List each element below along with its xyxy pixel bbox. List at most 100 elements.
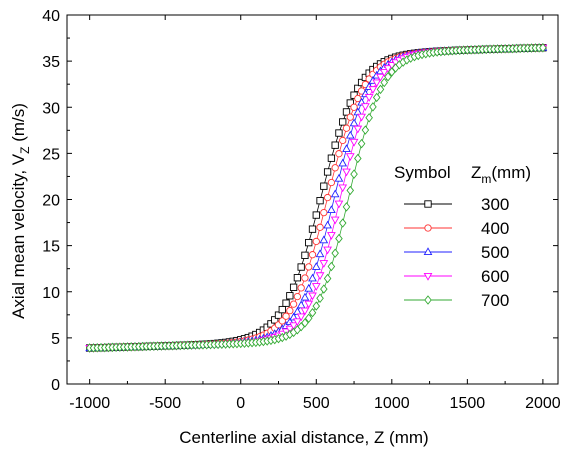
data-point xyxy=(345,153,355,162)
data-point xyxy=(327,232,336,240)
data-point xyxy=(320,182,328,190)
data-point xyxy=(289,322,298,331)
data-point xyxy=(304,283,314,292)
data-point xyxy=(369,102,377,112)
x-tick-label: -1000 xyxy=(69,395,110,412)
series-700 xyxy=(85,43,547,353)
data-point xyxy=(346,99,354,107)
y-axis-label: Axial mean velocity, VZ (m/s) xyxy=(9,103,32,319)
y-tick-label: 15 xyxy=(42,239,60,256)
data-point xyxy=(380,77,389,88)
x-tick-label: 500 xyxy=(303,395,330,412)
data-point xyxy=(361,125,370,135)
data-point xyxy=(267,320,275,328)
y-tick-label: 30 xyxy=(42,100,60,117)
data-point xyxy=(357,113,366,122)
data-point xyxy=(278,317,286,325)
data-point xyxy=(285,325,295,334)
data-point xyxy=(327,205,336,214)
x-tick-label: 2000 xyxy=(525,395,561,412)
legend-header-symbol: Symbol xyxy=(394,163,451,182)
data-point xyxy=(304,313,313,323)
data-point xyxy=(312,237,320,246)
data-point xyxy=(316,293,324,303)
data-point xyxy=(300,292,310,301)
data-point xyxy=(384,72,392,82)
y-tick-label: 10 xyxy=(42,285,60,302)
data-point xyxy=(342,108,351,116)
data-point xyxy=(311,262,321,270)
legend-marker xyxy=(424,295,432,305)
legend-item-400: 400 xyxy=(404,219,509,238)
data-point xyxy=(301,251,309,259)
legend-label: 500 xyxy=(481,243,509,262)
data-point xyxy=(376,73,385,82)
data-point xyxy=(308,292,317,301)
data-point xyxy=(296,313,306,322)
data-point xyxy=(342,124,351,132)
legend-label: 400 xyxy=(481,219,509,238)
legend-label: 600 xyxy=(481,267,509,286)
axes-layer: -1000 -500 0 500 1000 1500 2000 0 5 10 15 20 25 30 35 4… xyxy=(42,8,561,412)
data-point xyxy=(353,125,363,134)
data-point xyxy=(286,307,294,315)
data-point xyxy=(338,184,348,193)
legend: Symbol Zm(mm) 300 400 500 600 700 xyxy=(394,163,531,310)
data-point xyxy=(308,273,317,282)
data-point xyxy=(311,283,321,291)
data-point xyxy=(346,113,354,121)
data-point xyxy=(327,261,336,272)
data-point xyxy=(286,292,294,300)
legend-item-500: 500 xyxy=(404,243,509,262)
data-point xyxy=(289,312,298,321)
data-point xyxy=(338,218,347,228)
data-point xyxy=(308,251,317,259)
data-point xyxy=(323,246,332,255)
data-point xyxy=(354,94,362,103)
data-point xyxy=(301,318,309,328)
data-point xyxy=(368,86,378,94)
data-point xyxy=(305,238,313,247)
legend-label: 300 xyxy=(481,195,509,214)
data-point xyxy=(338,158,348,167)
y-tick-label: 0 xyxy=(51,377,60,394)
data-point xyxy=(323,193,332,202)
data-point xyxy=(330,216,340,225)
legend-marker xyxy=(423,272,433,281)
data-point xyxy=(312,211,320,219)
data-point xyxy=(296,300,306,309)
data-point xyxy=(365,113,373,123)
data-point xyxy=(334,173,344,182)
data-point xyxy=(315,272,325,281)
legend-label: 700 xyxy=(481,291,509,310)
data-point xyxy=(323,168,332,176)
y-tick-label: 35 xyxy=(42,54,60,71)
data-point xyxy=(308,307,317,318)
data-point xyxy=(282,312,290,320)
data-point xyxy=(342,144,351,152)
data-point xyxy=(301,274,309,282)
data-point xyxy=(289,283,298,291)
data-point xyxy=(293,292,302,301)
data-point xyxy=(316,223,324,231)
data-point xyxy=(335,233,343,244)
data-point xyxy=(289,300,298,308)
data-point xyxy=(312,301,321,311)
data-point xyxy=(331,248,339,258)
x-tick-label: 0 xyxy=(236,395,245,412)
legend-header-zm: Zm(mm) xyxy=(471,163,531,186)
data-point xyxy=(334,200,344,209)
data-point xyxy=(300,307,310,316)
data-point xyxy=(323,220,332,229)
data-point xyxy=(319,260,329,268)
data-point xyxy=(357,138,366,149)
data-point xyxy=(350,103,358,111)
data-point xyxy=(278,305,286,314)
data-point xyxy=(342,202,351,212)
data-point xyxy=(297,263,305,271)
x-tick-label: 1000 xyxy=(374,395,410,412)
data-point xyxy=(335,129,343,137)
data-point xyxy=(320,284,328,294)
data-point xyxy=(316,197,324,205)
